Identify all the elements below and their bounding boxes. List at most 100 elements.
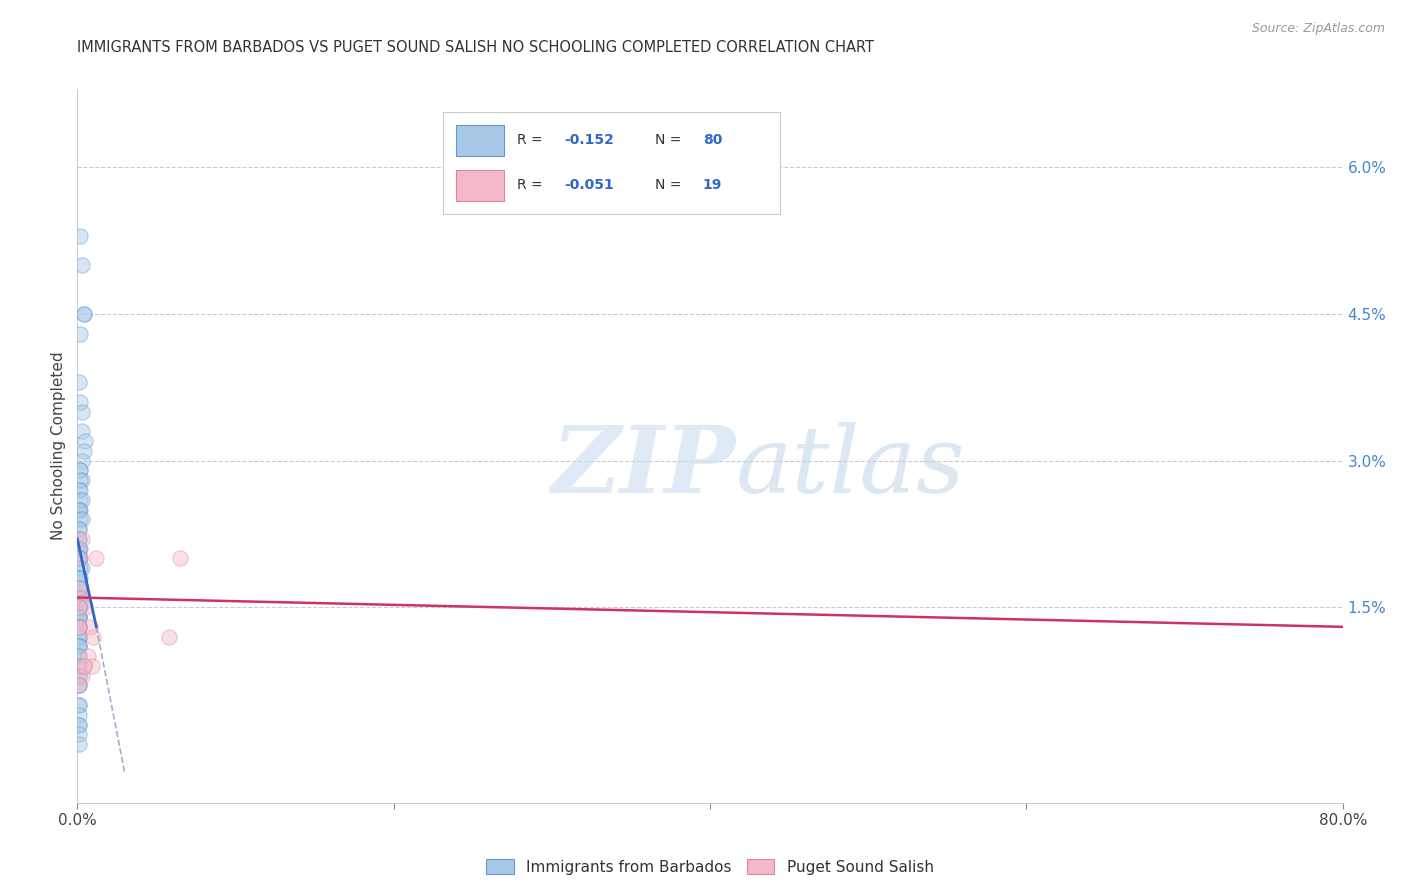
Point [67,541,90,556]
Point [69,551,91,566]
Point [73,443,96,458]
Point [69,591,91,605]
Point [67,600,90,615]
Point [69,600,91,615]
Point [67,630,90,644]
Point [169,551,191,566]
Point [67,630,90,644]
Point [67,581,90,595]
Text: 80: 80 [703,133,723,147]
Point [67,630,90,644]
Point [73,307,96,321]
Point [75,600,97,615]
Bar [457,125,503,155]
Point [67,717,90,731]
Point [67,620,90,634]
Point [70,591,93,605]
Point [67,532,90,546]
Text: N =: N = [655,178,686,193]
Point [67,610,90,624]
Point [67,600,90,615]
Text: R =: R = [517,178,547,193]
Point [67,659,90,673]
Point [67,591,90,605]
Point [67,620,90,634]
Text: IMMIGRANTS FROM BARBADOS VS PUGET SOUND SALISH NO SCHOOLING COMPLETED CORRELATIO: IMMIGRANTS FROM BARBADOS VS PUGET SOUND … [77,40,875,55]
Point [67,551,90,566]
Point [67,581,90,595]
Point [67,649,90,664]
Point [67,640,90,654]
Point [67,522,90,536]
Point [67,620,90,634]
Point [69,463,91,477]
Text: N =: N = [655,133,686,147]
Point [157,630,180,644]
Legend: Immigrants from Barbados, Puget Sound Salish: Immigrants from Barbados, Puget Sound Sa… [481,853,939,880]
Point [69,483,91,497]
Point [69,463,91,477]
Point [67,669,90,683]
Point [67,571,90,585]
Point [67,581,90,595]
Point [67,376,90,390]
Point [69,492,91,507]
Point [67,659,90,673]
Point [67,591,90,605]
Point [67,600,90,615]
Point [70,405,93,419]
Y-axis label: No Schooling Completed: No Schooling Completed [51,351,66,541]
Point [67,541,90,556]
Point [69,571,91,585]
Point [67,610,90,624]
Point [67,737,90,751]
Point [70,473,93,487]
Point [67,610,90,624]
Point [67,620,90,634]
Point [67,727,90,741]
Point [69,228,91,243]
Point [69,581,91,595]
Point [70,512,93,526]
Point [69,502,91,516]
Point [67,620,90,634]
Point [69,473,91,487]
Point [67,640,90,654]
Point [67,551,90,566]
Point [70,258,93,272]
Point [70,532,93,546]
Point [80,659,103,673]
Point [67,698,90,712]
Point [75,434,97,449]
Text: R =: R = [517,133,547,147]
Bar [457,170,503,201]
Point [67,678,90,692]
Point [70,492,93,507]
Point [70,669,93,683]
Point [67,649,90,664]
Text: ZIP: ZIP [551,423,735,512]
Point [73,659,96,673]
Text: atlas: atlas [735,423,965,512]
Point [67,678,90,692]
Text: -0.051: -0.051 [564,178,614,193]
Text: Source: ZipAtlas.com: Source: ZipAtlas.com [1251,22,1385,36]
Point [70,453,93,467]
Point [69,541,91,556]
Text: 19: 19 [703,178,723,193]
Point [69,395,91,409]
Point [67,707,90,722]
Point [69,326,91,341]
Point [73,659,96,673]
Point [67,483,90,497]
Point [67,591,90,605]
Point [67,522,90,536]
Point [67,717,90,731]
Point [67,532,90,546]
Text: -0.152: -0.152 [564,133,614,147]
Point [67,551,90,566]
Point [69,561,91,575]
Point [67,610,90,624]
Point [77,649,100,664]
Point [67,502,90,516]
